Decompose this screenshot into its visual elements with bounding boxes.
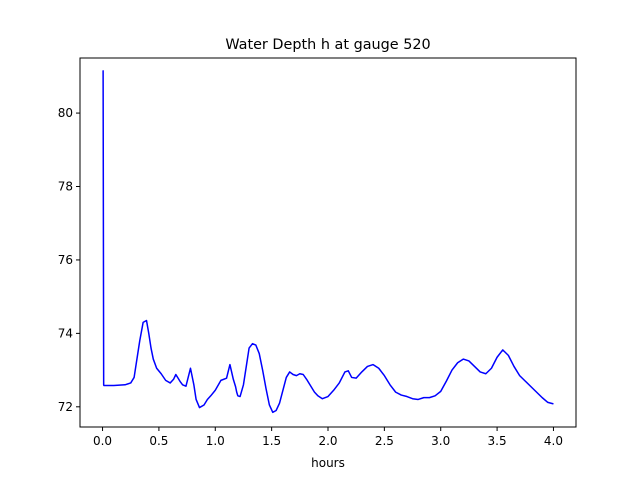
x-tick-label: 0.0 <box>93 434 112 448</box>
x-tick-label: 1.5 <box>262 434 281 448</box>
y-tick-label: 80 <box>58 106 73 120</box>
x-tick-label: 3.5 <box>488 434 507 448</box>
x-tick-label: 1.0 <box>206 434 225 448</box>
x-tick-label: 4.0 <box>544 434 563 448</box>
y-axis-ticks: 72 74 76 78 80 <box>58 106 80 414</box>
x-axis-label: hours <box>311 456 345 470</box>
x-tick-label: 2.0 <box>318 434 337 448</box>
y-tick-label: 72 <box>58 400 73 414</box>
chart-title: Water Depth h at gauge 520 <box>225 37 430 53</box>
series-line-0 <box>102 70 554 414</box>
series-layer <box>102 70 554 414</box>
x-tick-label: 3.0 <box>431 434 450 448</box>
y-tick-label: 78 <box>58 180 73 194</box>
y-tick-label: 76 <box>58 253 73 267</box>
x-axis-ticks: 0.0 0.5 1.0 1.5 2.0 2.5 3.0 3.5 4.0 <box>93 427 563 448</box>
y-tick-label: 74 <box>58 326 73 340</box>
plot-area <box>80 58 576 427</box>
x-tick-label: 2.5 <box>375 434 394 448</box>
x-tick-label: 0.5 <box>149 434 168 448</box>
